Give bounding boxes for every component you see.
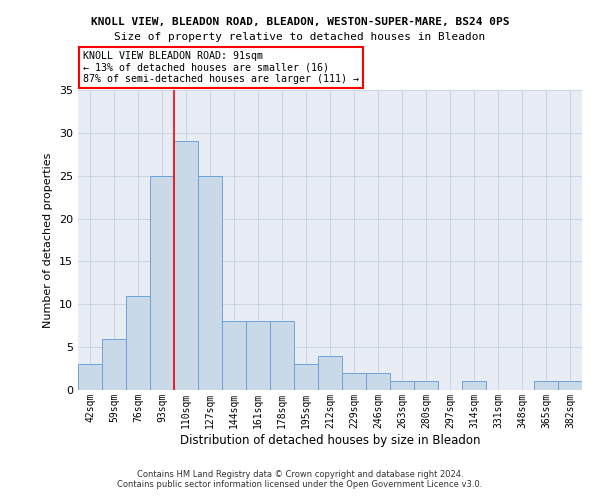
Text: KNOLL VIEW, BLEADON ROAD, BLEADON, WESTON-SUPER-MARE, BS24 0PS: KNOLL VIEW, BLEADON ROAD, BLEADON, WESTO…: [91, 18, 509, 28]
Text: Contains public sector information licensed under the Open Government Licence v3: Contains public sector information licen…: [118, 480, 482, 489]
Bar: [534, 382, 558, 390]
Bar: [294, 364, 318, 390]
Bar: [414, 382, 438, 390]
Bar: [342, 373, 366, 390]
Bar: [558, 382, 582, 390]
Bar: [174, 142, 198, 390]
Bar: [462, 382, 486, 390]
Y-axis label: Number of detached properties: Number of detached properties: [43, 152, 53, 328]
Bar: [198, 176, 222, 390]
Bar: [222, 322, 246, 390]
Bar: [150, 176, 174, 390]
Text: Size of property relative to detached houses in Bleadon: Size of property relative to detached ho…: [115, 32, 485, 42]
X-axis label: Distribution of detached houses by size in Bleadon: Distribution of detached houses by size …: [180, 434, 480, 446]
Bar: [366, 373, 390, 390]
Bar: [102, 338, 126, 390]
Bar: [390, 382, 414, 390]
Bar: [126, 296, 150, 390]
Bar: [270, 322, 294, 390]
Bar: [318, 356, 342, 390]
Text: Contains HM Land Registry data © Crown copyright and database right 2024.: Contains HM Land Registry data © Crown c…: [137, 470, 463, 479]
Bar: [246, 322, 270, 390]
Bar: [78, 364, 102, 390]
Text: KNOLL VIEW BLEADON ROAD: 91sqm
← 13% of detached houses are smaller (16)
87% of : KNOLL VIEW BLEADON ROAD: 91sqm ← 13% of …: [83, 51, 359, 84]
